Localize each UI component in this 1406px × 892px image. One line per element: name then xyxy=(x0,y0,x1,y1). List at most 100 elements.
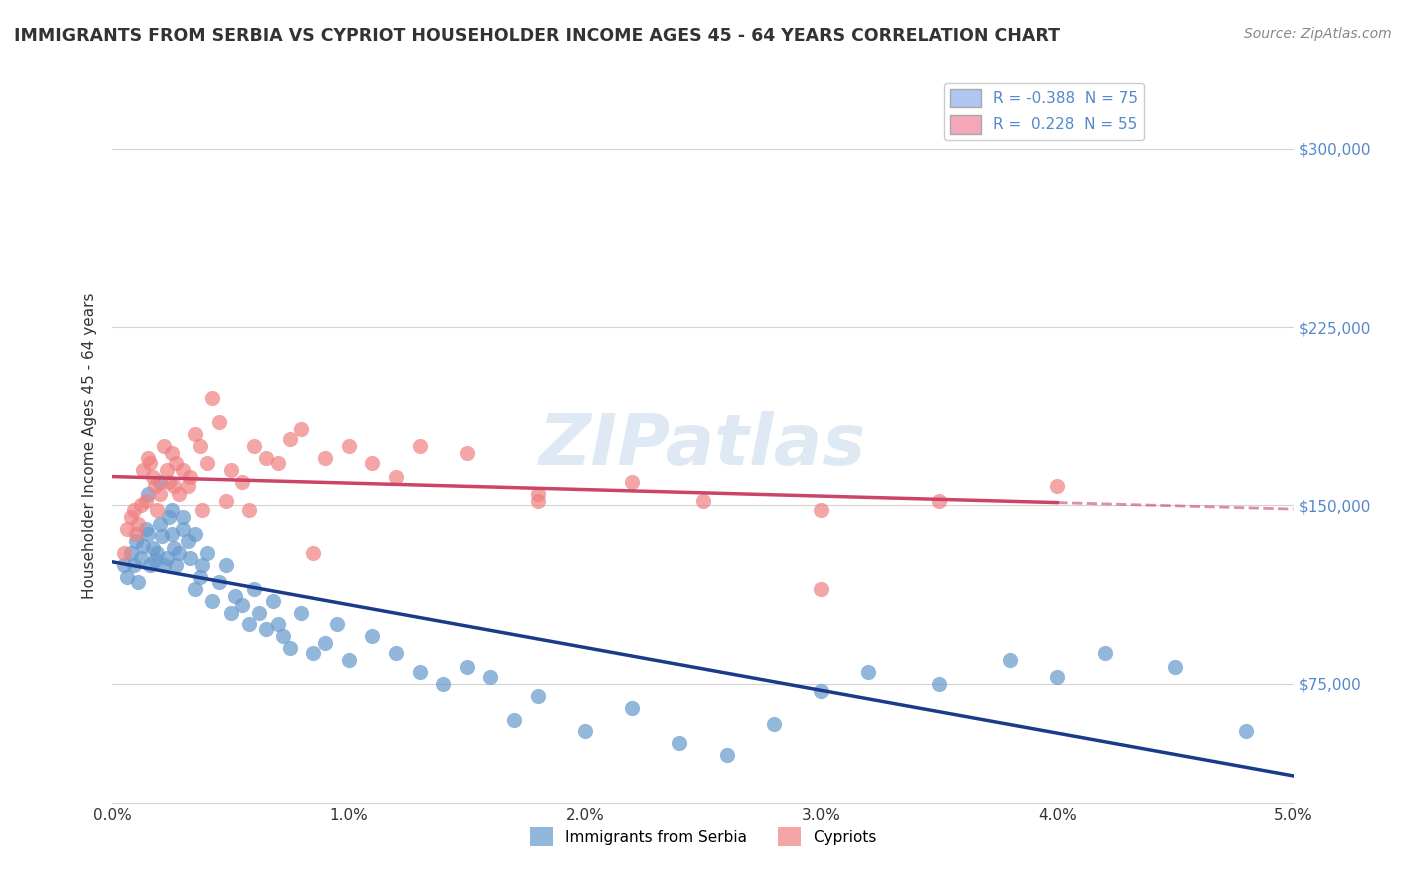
Point xyxy=(1094,646,1116,660)
Point xyxy=(326,617,349,632)
Point xyxy=(120,510,142,524)
Point xyxy=(810,684,832,698)
Text: Source: ZipAtlas.com: Source: ZipAtlas.com xyxy=(1244,27,1392,41)
Point xyxy=(361,629,384,643)
Point xyxy=(262,593,284,607)
Point xyxy=(160,503,183,517)
Point xyxy=(267,456,290,470)
Point xyxy=(150,529,173,543)
Point xyxy=(224,589,246,603)
Point xyxy=(146,546,169,560)
Point xyxy=(142,470,165,484)
Point xyxy=(136,486,159,500)
Point xyxy=(143,553,166,567)
Point xyxy=(238,617,260,632)
Point xyxy=(149,475,172,489)
Point xyxy=(129,499,152,513)
Point xyxy=(120,546,142,560)
Point xyxy=(160,446,183,460)
Point xyxy=(184,427,207,442)
Point xyxy=(267,617,290,632)
Legend: Immigrants from Serbia, Cypriots: Immigrants from Serbia, Cypriots xyxy=(524,822,882,852)
Point xyxy=(278,432,301,446)
Point xyxy=(302,546,325,560)
Point xyxy=(621,700,644,714)
Point xyxy=(195,456,218,470)
Point xyxy=(143,479,166,493)
Y-axis label: Householder Income Ages 45 - 64 years: Householder Income Ages 45 - 64 years xyxy=(82,293,97,599)
Point xyxy=(361,456,384,470)
Point xyxy=(153,558,176,572)
Point xyxy=(408,665,430,679)
Point xyxy=(526,486,548,500)
Point xyxy=(112,546,135,560)
Point xyxy=(574,724,596,739)
Point xyxy=(139,558,162,572)
Point xyxy=(157,475,180,489)
Point xyxy=(247,606,270,620)
Point xyxy=(231,475,253,489)
Point xyxy=(1046,479,1069,493)
Point xyxy=(191,503,214,517)
Point xyxy=(172,463,194,477)
Point xyxy=(243,439,266,453)
Point xyxy=(456,660,478,674)
Point xyxy=(928,677,950,691)
Point xyxy=(153,439,176,453)
Point xyxy=(184,527,207,541)
Point xyxy=(668,736,690,750)
Point xyxy=(122,558,145,572)
Point xyxy=(122,503,145,517)
Point xyxy=(132,539,155,553)
Point xyxy=(165,558,187,572)
Point xyxy=(208,574,231,589)
Point xyxy=(215,558,238,572)
Point xyxy=(254,450,277,465)
Point xyxy=(479,670,502,684)
Point xyxy=(408,439,430,453)
Text: IMMIGRANTS FROM SERBIA VS CYPRIOT HOUSEHOLDER INCOME AGES 45 - 64 YEARS CORRELAT: IMMIGRANTS FROM SERBIA VS CYPRIOT HOUSEH… xyxy=(14,27,1060,45)
Point xyxy=(135,522,157,536)
Point xyxy=(928,493,950,508)
Point xyxy=(136,527,159,541)
Point xyxy=(254,622,277,636)
Point xyxy=(219,463,242,477)
Point xyxy=(337,439,360,453)
Point xyxy=(215,493,238,508)
Point xyxy=(165,456,187,470)
Point xyxy=(146,503,169,517)
Point xyxy=(160,527,183,541)
Point xyxy=(149,486,172,500)
Text: ZIPatlas: ZIPatlas xyxy=(540,411,866,481)
Point xyxy=(115,570,138,584)
Point xyxy=(142,541,165,556)
Point xyxy=(302,646,325,660)
Point xyxy=(526,493,548,508)
Point xyxy=(177,534,200,549)
Point xyxy=(127,574,149,589)
Point xyxy=(858,665,880,679)
Point xyxy=(157,510,180,524)
Point xyxy=(177,479,200,493)
Point xyxy=(231,599,253,613)
Point xyxy=(314,636,336,650)
Point xyxy=(156,463,179,477)
Point xyxy=(163,541,186,556)
Point xyxy=(188,439,211,453)
Point xyxy=(172,510,194,524)
Point xyxy=(179,550,201,565)
Point xyxy=(716,748,738,763)
Point xyxy=(810,503,832,517)
Point xyxy=(290,422,312,436)
Point xyxy=(191,558,214,572)
Point xyxy=(129,550,152,565)
Point xyxy=(163,479,186,493)
Point xyxy=(762,717,785,731)
Point xyxy=(456,446,478,460)
Point xyxy=(621,475,644,489)
Point xyxy=(135,493,157,508)
Point xyxy=(195,546,218,560)
Point xyxy=(201,392,224,406)
Point xyxy=(314,450,336,465)
Point xyxy=(172,522,194,536)
